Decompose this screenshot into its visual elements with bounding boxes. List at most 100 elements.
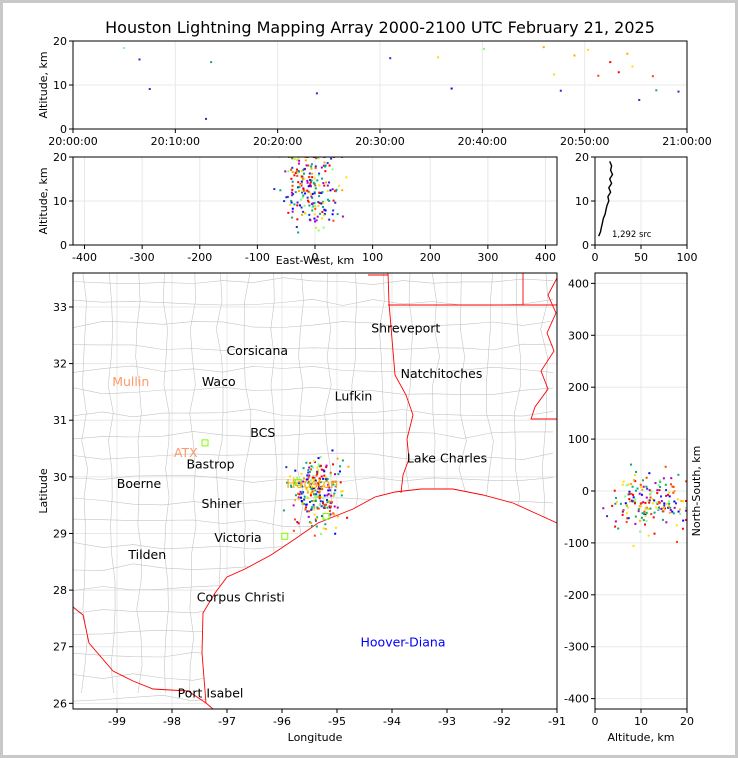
east-west-x-ticks: -400 -300 -200 -100 0 100 200 300 400 (72, 245, 556, 264)
x-tick-label: 50 (634, 251, 648, 264)
lightning-source-point (316, 179, 319, 182)
lightning-plan-point (303, 477, 306, 480)
lightning-plan-point (332, 512, 335, 515)
lightning-source-point (296, 204, 299, 207)
lightning-source-point (653, 511, 656, 514)
lightning-source-point (297, 181, 300, 184)
place-label: Boerne (117, 476, 162, 491)
lightning-plan-point (315, 493, 318, 496)
lightning-plan-point (316, 506, 319, 509)
lightning-source-point (332, 219, 335, 222)
lightning-plan-point (316, 472, 319, 475)
lightning-plan-point (312, 499, 315, 502)
lightning-plan-point (317, 494, 320, 497)
lightning-source-point (685, 499, 687, 502)
lightning-source-point (334, 201, 337, 204)
lightning-source-point (640, 516, 643, 519)
lightning-source-point (611, 504, 614, 507)
x-tick-label: -98 (163, 715, 181, 728)
lightning-source-point (301, 178, 304, 181)
lightning-source-point (559, 89, 562, 92)
north-south-points (602, 463, 687, 547)
lightning-source-point (542, 46, 545, 49)
y-tick-label: 10 (575, 195, 589, 208)
lightning-source-point (632, 479, 635, 482)
lightning-source-point (673, 490, 676, 493)
lightning-source-point (653, 532, 656, 535)
map-axes (72, 272, 558, 710)
x-tick-label: 0 (312, 251, 319, 264)
lightning-plan-point (314, 495, 317, 498)
lightning-source-point (301, 191, 304, 194)
place-label: Port Isabel (178, 686, 244, 701)
lightning-plan-point (302, 467, 305, 470)
lightning-source-point (621, 483, 624, 486)
lightning-source-point (685, 507, 687, 510)
lightning-source-point (617, 71, 620, 74)
lightning-source-point (313, 217, 316, 220)
lightning-plan-point (329, 473, 332, 476)
lightning-source-point (303, 204, 306, 207)
place-label: Houston (286, 476, 338, 491)
lightning-plan-point (292, 477, 295, 480)
north-south-ylabel: North-South, km (690, 446, 703, 537)
county-line (81, 273, 89, 694)
lightning-source-point (318, 191, 321, 194)
county-line (189, 273, 197, 694)
lightning-plan-point (330, 505, 333, 508)
lightning-source-point (685, 509, 687, 512)
lightning-source-point (633, 502, 636, 505)
lightning-plan-point (307, 515, 310, 518)
lightning-source-point (436, 56, 439, 59)
lightning-plan-point (313, 489, 316, 492)
lightning-plan-point (312, 466, 315, 469)
lightning-plan-point (306, 510, 309, 513)
altitude-histogram-panel: 0 50 100 0 10 20 1,292 src (575, 151, 698, 264)
lightning-source-point (654, 482, 657, 485)
north-south-xlabel: Altitude, km (607, 731, 674, 744)
lightning-plan-point (324, 527, 327, 530)
lightning-source-point (326, 184, 329, 187)
county-line (73, 431, 553, 440)
lightning-source-point (662, 510, 665, 513)
lightning-plan-point (312, 503, 315, 506)
lightning-plan-point (300, 472, 303, 475)
lightning-plan-point (309, 479, 312, 482)
lightning-source-point (291, 184, 294, 187)
lightning-plan-point (306, 489, 309, 492)
lightning-source-point (315, 219, 318, 222)
lightning-source-point (389, 57, 392, 60)
lightning-source-point (311, 172, 314, 175)
lightning-source-point (314, 165, 317, 168)
lightning-source-point (306, 196, 309, 199)
lightning-source-point (300, 182, 303, 185)
lightning-source-point (650, 513, 653, 516)
lightning-source-point (682, 500, 685, 503)
lightning-plan-point (300, 491, 303, 494)
lightning-plan-point (313, 480, 316, 483)
lightning-source-point (325, 181, 328, 184)
lightning-plan-point (313, 487, 316, 490)
lightning-plan-point (312, 478, 315, 481)
lightning-source-point (345, 176, 348, 179)
place-label: Mullin (112, 374, 149, 389)
county-line (73, 452, 554, 462)
lightning-source-point (635, 470, 638, 473)
lightning-source-point (333, 189, 336, 192)
lightning-plan-point (319, 481, 322, 484)
lightning-plan-point (298, 498, 301, 501)
lightning-source-point (315, 157, 318, 160)
lightning-plan-point (296, 476, 299, 479)
lightning-plan-point (317, 463, 320, 466)
lightning-source-point (306, 189, 309, 192)
lightning-source-point (645, 485, 648, 488)
lightning-source-point (644, 513, 647, 516)
lightning-plan-point (318, 490, 321, 493)
y-tick-label: 20 (53, 151, 67, 164)
county-line (73, 386, 554, 395)
lightning-source-point (310, 167, 313, 170)
lightning-source-point (668, 502, 671, 505)
y-tick-label: 26 (53, 697, 67, 710)
lightning-source-point (291, 194, 294, 197)
lightning-source-point (315, 226, 318, 229)
